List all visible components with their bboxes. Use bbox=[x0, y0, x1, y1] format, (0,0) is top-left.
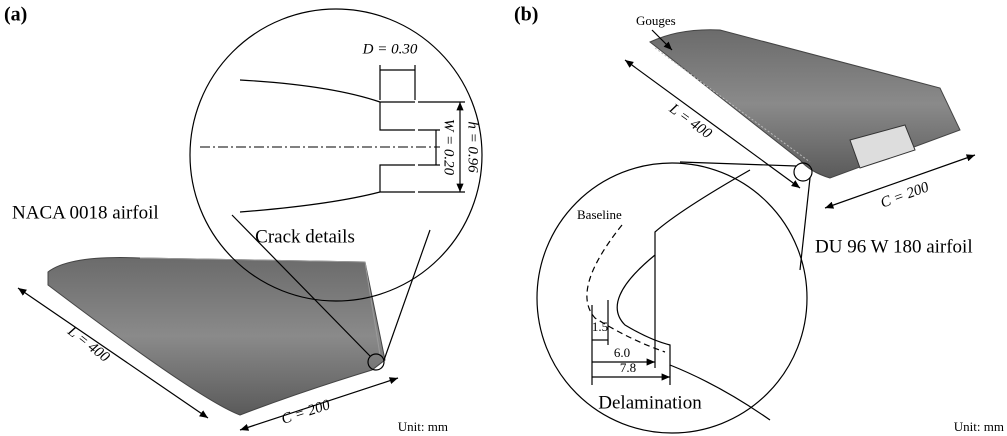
figure: (a) L = 400 C = 200 D = 0.30 h = 0.96 W … bbox=[0, 0, 1007, 436]
wing bbox=[650, 30, 960, 178]
profile-top bbox=[240, 80, 415, 102]
profile bbox=[617, 170, 770, 420]
unit: Unit: mm bbox=[954, 419, 1004, 434]
detail-title: Delamination bbox=[598, 392, 702, 413]
crack-width: W = 0.20 bbox=[441, 119, 457, 176]
airfoil-name: DU 96 W 180 airfoil bbox=[815, 236, 973, 257]
chord-label: C = 200 bbox=[280, 397, 333, 428]
length-label: L = 400 bbox=[64, 323, 113, 366]
detail-circle bbox=[190, 9, 482, 301]
baseline-label: Baseline bbox=[577, 207, 622, 222]
defect-label: Gouges bbox=[636, 13, 676, 28]
unit: Unit: mm bbox=[398, 419, 448, 434]
panel-label: (a) bbox=[4, 4, 27, 26]
chord-label: C = 200 bbox=[879, 179, 932, 211]
length-label: L = 400 bbox=[665, 100, 715, 142]
panel-label: (b) bbox=[514, 4, 538, 26]
wing bbox=[48, 258, 385, 415]
dim-label: 6.0 bbox=[614, 345, 630, 360]
zoom-line bbox=[384, 230, 430, 360]
zoom-spot bbox=[794, 163, 812, 181]
crack-depth: D = 0.30 bbox=[362, 41, 418, 57]
zoom-line bbox=[800, 178, 810, 270]
panel-b: (b) Gouges L = 400 C = 200 Baseline 1.5 … bbox=[514, 4, 1004, 434]
profile-bottom bbox=[240, 192, 415, 212]
detail-title: Crack details bbox=[255, 226, 355, 247]
airfoil-name: NACA 0018 airfoil bbox=[12, 202, 159, 223]
panel-a: (a) L = 400 C = 200 D = 0.30 h = 0.96 W … bbox=[4, 4, 482, 434]
dim-label: 7.8 bbox=[620, 360, 636, 375]
dim-label: 1.5 bbox=[592, 319, 608, 334]
crack-height: h = 0.96 bbox=[465, 121, 481, 173]
